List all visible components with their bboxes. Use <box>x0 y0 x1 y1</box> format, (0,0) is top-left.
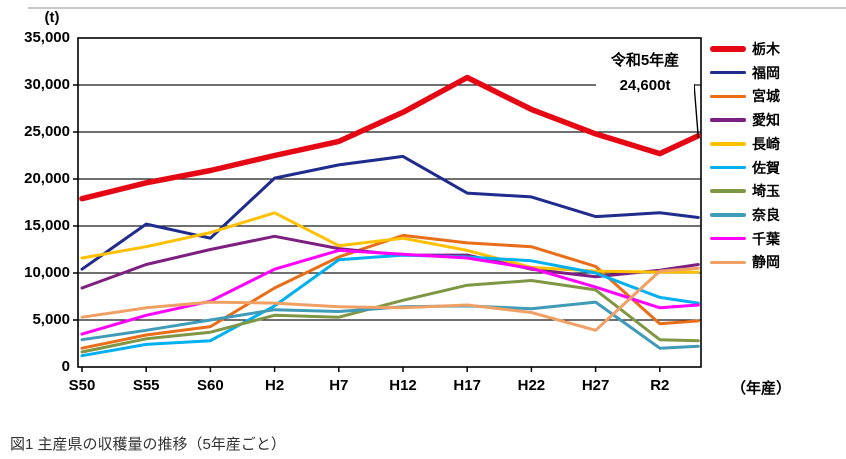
series-line-saitama <box>80 279 700 354</box>
legend-item-nara: 奈良 <box>710 205 780 225</box>
x-axis-unit-label: （年産） <box>730 380 791 397</box>
legend-label-nagasaki: 長崎 <box>752 135 780 152</box>
legend-swatch-chiba <box>710 236 746 241</box>
x-axis-ticks <box>81 367 661 372</box>
series-line-miyagi <box>80 233 700 350</box>
series-line-tochigi <box>79 74 702 202</box>
x-axis-label-h17: H17 <box>453 377 481 394</box>
y-axis-label: 10,000 <box>24 264 70 281</box>
legend-swatch-aichi <box>710 118 746 122</box>
top-divider-rule <box>28 7 846 9</box>
plot-border <box>77 37 702 368</box>
annotation-value-text: 24,600t <box>619 77 671 94</box>
y-axis-unit-label: (t) <box>44 9 60 26</box>
legend-swatch-saga <box>710 165 746 170</box>
legend-item-saga: 佐賀 <box>710 158 780 178</box>
x-axis-label-h12: H12 <box>389 377 417 394</box>
x-axis-label-s50: S50 <box>68 377 96 394</box>
legend-swatch-fukuoka <box>710 70 746 75</box>
figure-caption: 図1 主産県の収穫量の推移（5年産ごと） <box>10 436 286 453</box>
legend-item-nagasaki: 長崎 <box>710 134 780 154</box>
legend-label-fukuoka: 福岡 <box>752 64 780 81</box>
series-line-fukuoka <box>80 154 700 271</box>
y-axis-label: 30,000 <box>24 76 70 93</box>
y-axis-label: 15,000 <box>24 217 70 234</box>
legend-item-chiba: 千葉 <box>710 229 780 249</box>
legend-label-chiba: 千葉 <box>752 230 780 247</box>
series-line-shizuoka <box>80 266 700 332</box>
annotation-r5-callout: 令和5年産 24,600t <box>596 51 694 95</box>
series-line-aichi <box>80 234 700 290</box>
legend-item-tochigi: 栃木 <box>710 39 780 59</box>
legend-label-tochigi: 栃木 <box>752 41 780 57</box>
legend-label-miyagi: 宮城 <box>752 88 780 105</box>
plot-area <box>73 37 702 372</box>
legend-label-saga: 佐賀 <box>752 159 780 176</box>
series-line-nagasaki <box>80 211 700 274</box>
annotation-year-text: 令和5年産 <box>610 52 680 69</box>
series-line-chiba <box>80 248 700 336</box>
legend-label-aichi: 愛知 <box>752 112 780 129</box>
x-axis-label-s60: S60 <box>197 377 224 394</box>
legend-item-aichi: 愛知 <box>710 110 780 130</box>
annotation-leader-line <box>693 83 700 138</box>
legend-label-shizuoka: 静岡 <box>752 254 780 271</box>
harvest-trend-chart: (t) 35,000 30,000 25,000 20,000 15,000 10,000… <box>24 9 791 397</box>
legend-swatch-tochigi <box>710 46 746 52</box>
x-axis-label-s55: S55 <box>132 377 160 394</box>
legend-swatch-miyagi <box>710 94 746 99</box>
legend-swatch-nara <box>710 213 746 217</box>
y-axis-label: 0 <box>61 358 70 375</box>
legend-swatch-nagasaki <box>710 142 746 146</box>
legend-label-saitama: 埼玉 <box>752 183 780 200</box>
x-axis-label-h2: H2 <box>265 377 285 394</box>
x-axis-label-h7: H7 <box>329 377 349 394</box>
x-axis-label-r2: R2 <box>650 377 670 394</box>
legend-item-shizuoka: 静岡 <box>710 252 780 272</box>
y-axis-label: 20,000 <box>24 170 70 187</box>
legend-item-fukuoka: 福岡 <box>710 63 780 83</box>
y-axis-label: 35,000 <box>24 29 70 46</box>
y-axis-label: 5,000 <box>32 311 70 328</box>
legend-swatch-saitama <box>710 189 746 193</box>
legend-label-nara: 奈良 <box>752 206 780 223</box>
x-axis-label-h27: H27 <box>581 377 610 394</box>
legend-swatch-shizuoka <box>710 260 746 265</box>
x-axis-label-h22: H22 <box>517 377 546 394</box>
legend-item-miyagi: 宮城 <box>710 86 780 106</box>
legend-item-saitama: 埼玉 <box>710 181 780 201</box>
y-axis-label: 25,000 <box>24 123 70 140</box>
